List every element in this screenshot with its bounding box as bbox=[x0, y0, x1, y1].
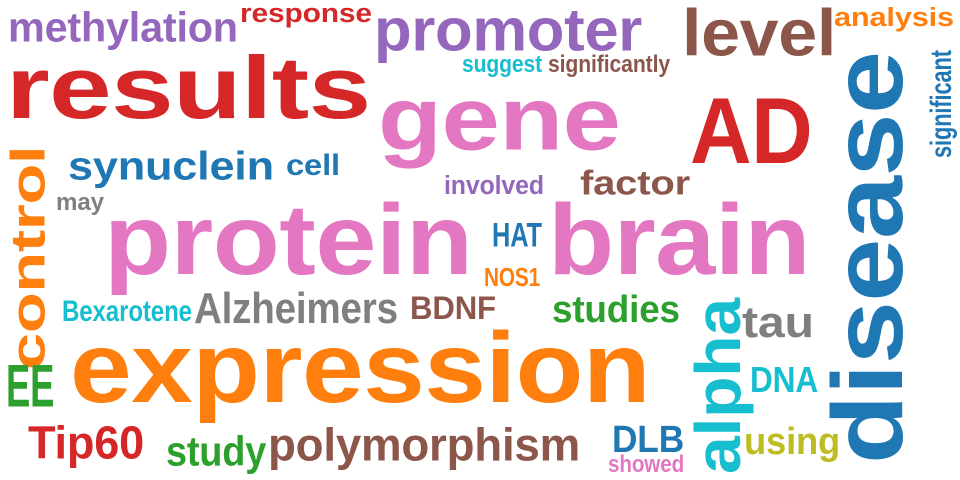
word-suggest: suggest bbox=[462, 50, 542, 78]
word-bexarotene: Bexarotene bbox=[62, 294, 192, 328]
word-alpha: alpha bbox=[682, 298, 754, 474]
word-results: results bbox=[6, 38, 371, 138]
word-brain: brain bbox=[548, 184, 811, 296]
word-studies: studies bbox=[552, 287, 680, 331]
word-using: using bbox=[744, 419, 841, 463]
word-dna: DNA bbox=[750, 359, 819, 401]
word-bdnf: BDNF bbox=[410, 290, 496, 326]
word-polymorphism: polymorphism bbox=[268, 419, 580, 471]
word-hat: HAT bbox=[492, 215, 542, 255]
word-analysis: analysis bbox=[834, 2, 954, 32]
word-ad: AD bbox=[690, 78, 813, 184]
word-study: study bbox=[166, 427, 267, 475]
word-gene: gene bbox=[378, 68, 621, 170]
word-tau: tau bbox=[742, 297, 814, 347]
word-disease: disease bbox=[812, 51, 924, 465]
word-promoter: promoter bbox=[374, 0, 642, 64]
word-may: may bbox=[56, 188, 104, 216]
word-nos1: NOS1 bbox=[484, 262, 541, 292]
word-response: response bbox=[240, 0, 372, 28]
word-protein: protein bbox=[104, 184, 473, 296]
word-methylation: methylation bbox=[8, 3, 238, 51]
word-significantly: significantly bbox=[548, 50, 670, 78]
word-expression: expression bbox=[70, 312, 651, 424]
word-ee: EE bbox=[6, 352, 55, 420]
word-synuclein: synuclein bbox=[68, 143, 274, 189]
word-cell: cell bbox=[286, 148, 340, 182]
word-tip60: Tip60 bbox=[28, 417, 144, 469]
word-control: control bbox=[1, 145, 55, 370]
word-alzheimers: Alzheimers bbox=[194, 283, 398, 333]
word-showed: showed bbox=[608, 450, 685, 478]
word-level: level bbox=[682, 0, 836, 70]
word-dlb: DLB bbox=[612, 417, 685, 461]
word-factor: factor bbox=[580, 163, 690, 203]
word-involved: involved bbox=[444, 170, 544, 200]
word-significant: significant bbox=[924, 50, 958, 158]
